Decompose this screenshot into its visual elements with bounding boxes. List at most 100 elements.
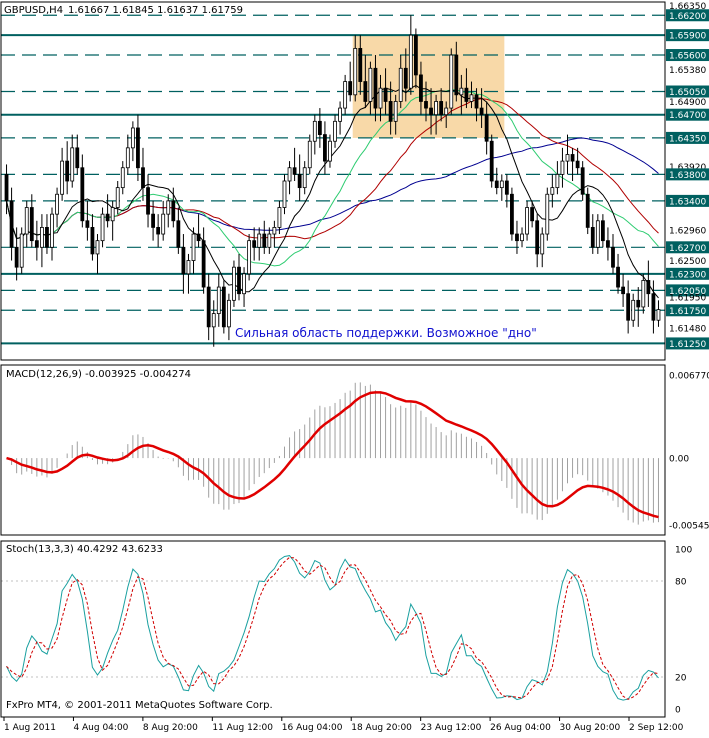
candle-body xyxy=(60,160,65,195)
price-level-box xyxy=(666,241,709,254)
candle-body xyxy=(550,187,555,195)
stoch-axis-label: 20 xyxy=(675,674,687,684)
price-tick-label: 1.65380 xyxy=(669,66,706,76)
stoch-signal-line xyxy=(6,556,659,700)
candle-body xyxy=(621,286,625,295)
candle-body xyxy=(348,81,353,96)
price-tick-label: 1.61250 xyxy=(669,340,706,350)
candle-body xyxy=(191,233,196,261)
candle-body xyxy=(590,227,595,248)
candle-body xyxy=(19,233,24,268)
candle-body xyxy=(429,107,433,116)
price-tick-label: 1.62050 xyxy=(669,287,706,297)
time-tick-label: 30 Aug 20:00 xyxy=(560,723,621,733)
candle-body xyxy=(474,94,479,109)
candle-body xyxy=(50,213,54,248)
candle-body xyxy=(656,309,661,321)
time-tick-label: 18 Aug 20:00 xyxy=(351,723,412,733)
candle-body xyxy=(4,173,9,202)
candle-body xyxy=(24,207,29,235)
candle-body xyxy=(14,246,19,268)
candle-body xyxy=(211,313,216,328)
price-tick-label: 1.65900 xyxy=(669,32,706,42)
candle-body xyxy=(247,240,252,275)
candle-body xyxy=(600,220,605,242)
time-tick-label: 16 Aug 04:00 xyxy=(282,723,343,733)
candle-body xyxy=(166,200,171,215)
price-level-box xyxy=(666,131,709,144)
candle-body xyxy=(570,154,575,162)
candle-body xyxy=(651,293,656,321)
candle-body xyxy=(631,299,636,321)
candle-body xyxy=(515,233,519,242)
time-tick-label: 8 Aug 20:00 xyxy=(143,723,198,733)
price-tick-label: 1.63400 xyxy=(669,197,706,207)
ma-fast-line xyxy=(6,84,659,299)
candle-body xyxy=(641,280,646,308)
candle-body xyxy=(75,147,80,169)
stoch-axis-label: 0 xyxy=(675,706,681,716)
candle-body xyxy=(181,246,186,275)
candle-body xyxy=(439,101,444,116)
candle-body xyxy=(646,280,651,295)
candle-body xyxy=(449,54,454,109)
candle-body xyxy=(312,120,317,142)
time-tick-label: 26 Aug 04:00 xyxy=(490,723,551,733)
candle-body xyxy=(201,240,206,288)
candle-body xyxy=(611,246,615,268)
candle-body xyxy=(520,233,524,242)
candle-body xyxy=(565,154,570,162)
candle-body xyxy=(262,233,267,248)
support-zone-rect xyxy=(352,35,505,138)
ma-green-line xyxy=(6,89,659,267)
candle-body xyxy=(115,187,120,208)
candle-body xyxy=(368,67,373,102)
candle-body xyxy=(383,87,388,102)
candle-body xyxy=(226,299,231,328)
candle-body xyxy=(277,207,282,228)
price-level-box xyxy=(666,168,709,181)
candle-body xyxy=(29,207,34,242)
price-tick-label: 1.61480 xyxy=(669,325,706,335)
macd-axis-label: 0.00 xyxy=(669,455,689,465)
time-tick-label: 4 Aug 04:00 xyxy=(73,723,128,733)
candle-body xyxy=(419,74,423,102)
stochastic-layer xyxy=(1,555,665,701)
candle-body xyxy=(484,114,489,142)
candle-body xyxy=(454,54,459,96)
ohlc-label: 1.61667 1.61845 1.61637 1.61759 xyxy=(68,5,243,16)
candle-body xyxy=(408,34,413,89)
price-tick-label: 1.62500 xyxy=(669,257,706,267)
candle-body xyxy=(100,213,105,242)
macd-axis-label: -0.005450 xyxy=(669,522,709,532)
candle-body xyxy=(626,293,631,321)
candle-body xyxy=(125,147,130,169)
candle-body xyxy=(393,101,398,122)
candle-body xyxy=(530,207,535,222)
candle-body xyxy=(302,167,307,189)
stoch-label: Stoch(13,3,3) 40.4292 43.6233 xyxy=(6,544,163,555)
time-tick-label: 1 Aug 2011 xyxy=(4,723,56,733)
candle-body xyxy=(156,227,161,235)
candle-body xyxy=(105,213,110,222)
candle-body xyxy=(479,107,484,116)
candle-body xyxy=(338,107,342,122)
candle-body xyxy=(434,101,439,116)
candle-body xyxy=(317,120,322,135)
candle-body xyxy=(595,220,600,248)
candle-body xyxy=(297,173,302,189)
candle-body xyxy=(136,127,140,169)
candle-body xyxy=(40,227,44,248)
candle-body xyxy=(232,266,236,301)
price-tick-label: 1.62960 xyxy=(669,227,706,237)
candle-body xyxy=(464,87,469,102)
candle-body xyxy=(469,94,474,102)
levels-layer xyxy=(1,14,665,345)
candle-body xyxy=(585,193,590,228)
macd-axis-label: 0.006770 xyxy=(669,372,709,382)
candle-body xyxy=(95,240,100,255)
candle-body xyxy=(272,227,277,235)
